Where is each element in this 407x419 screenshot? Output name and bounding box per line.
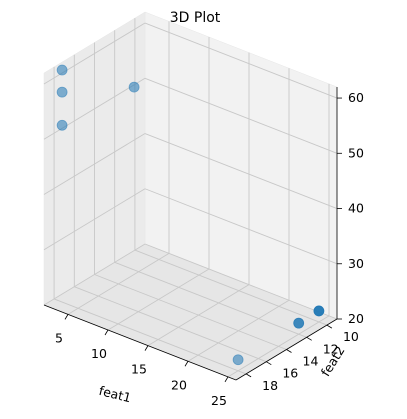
- data-point: [232, 354, 244, 366]
- x-tick-label: 20: [171, 377, 187, 392]
- gridline-z-side: [43, 243, 146, 306]
- z-tick-label: 30: [348, 256, 364, 271]
- x-tick-label: 25: [211, 393, 227, 408]
- chart-title: 3D Plot: [170, 10, 221, 26]
- tick-labels: 5 10 15 20 25 10 12 14 16 18 20 30 40 50 60: [55, 90, 364, 408]
- x-tick-mark: [184, 361, 189, 367]
- x-tick-label: 15: [131, 362, 147, 377]
- gridline-y-floor: [134, 249, 328, 326]
- gridline-y-floor: [74, 286, 267, 363]
- data-point: [313, 305, 325, 317]
- x-tick-label: 10: [91, 346, 107, 361]
- z-tick-label: 60: [348, 90, 364, 105]
- z-tick-label: 20: [348, 311, 364, 326]
- grid-lines: [43, 18, 338, 378]
- gridline-y-floor: [94, 274, 287, 350]
- z-tick-label: 40: [348, 201, 364, 216]
- tick-marks: [64, 97, 342, 383]
- y-tick-label: 12: [323, 341, 339, 356]
- y-tick-mark: [245, 373, 252, 378]
- data-point: [56, 64, 68, 76]
- x-tick-mark: [224, 376, 229, 383]
- data-point: [56, 119, 68, 131]
- gridline-y-floor: [114, 261, 307, 338]
- gridline-z-side: [43, 133, 146, 195]
- y-tick-mark: [286, 349, 292, 353]
- y-tick-label: 10: [343, 329, 359, 344]
- gridline-z-back: [144, 188, 338, 265]
- gridline-y-floor: [53, 298, 247, 375]
- gridline-z-back: [144, 133, 338, 209]
- data-points: [56, 64, 325, 366]
- gridline-z-back: [144, 77, 338, 154]
- y-tick-mark: [326, 324, 333, 329]
- data-point: [56, 86, 68, 98]
- x-tick-mark: [64, 314, 69, 320]
- gridline-z-back: [144, 22, 338, 99]
- x-tick-mark: [144, 345, 149, 351]
- y-tick-label: 16: [282, 366, 298, 381]
- data-point: [128, 81, 140, 93]
- y-tick-mark: [266, 361, 272, 366]
- x-tick-mark: [104, 329, 109, 336]
- x-tick-label: 5: [55, 330, 63, 345]
- data-point: [293, 317, 305, 329]
- y-tick-mark: [306, 336, 312, 341]
- y-tick-label: 18: [262, 378, 278, 393]
- y-tick-label: 14: [303, 354, 319, 369]
- z-tick-label: 50: [348, 145, 364, 160]
- gridline-z-side: [43, 188, 146, 251]
- x-axis-line: [43, 304, 237, 381]
- gridline-z-back: [144, 243, 338, 320]
